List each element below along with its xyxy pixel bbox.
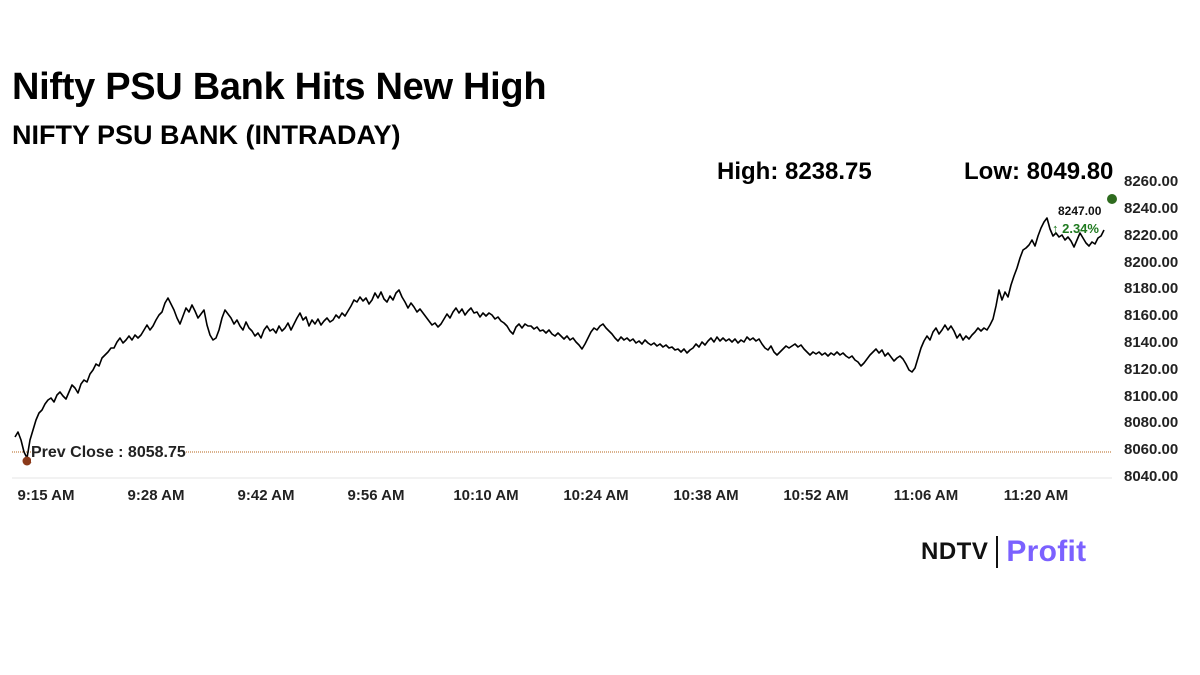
y-tick-label: 8240.00 xyxy=(1124,200,1179,217)
start-marker-dot xyxy=(22,456,32,466)
x-tick-label: 9:15 AM xyxy=(17,487,75,504)
x-tick-label: 9:28 AM xyxy=(127,487,185,504)
x-tick-label: 10:10 AM xyxy=(453,487,519,504)
price-line xyxy=(14,217,1105,459)
y-tick-label: 8220.00 xyxy=(1124,227,1179,244)
x-tick-label: 9:56 AM xyxy=(347,487,405,504)
last-price-dot xyxy=(1107,194,1117,204)
x-tick-label: 9:42 AM xyxy=(237,487,295,504)
brand-profit-text: Profit xyxy=(1006,535,1087,568)
y-tick-label: 8100.00 xyxy=(1124,388,1179,405)
y-tick-label: 8200.00 xyxy=(1124,254,1179,271)
y-tick-label: 8120.00 xyxy=(1124,361,1179,378)
chart-subtitle: NIFTY PSU BANK (INTRADAY) xyxy=(12,120,401,150)
chart-headline: Nifty PSU Bank Hits New High xyxy=(12,66,547,108)
day-high-stat: High: 8238.75 xyxy=(717,158,872,185)
ndtv-profit-logo: NDTV Profit xyxy=(921,534,1086,570)
y-tick-label: 8180.00 xyxy=(1124,280,1179,297)
prev-close-label: Prev Close : 8058.75 xyxy=(31,444,186,462)
y-tick-label: 8060.00 xyxy=(1124,441,1179,458)
y-tick-label: 8260.00 xyxy=(1124,173,1179,190)
x-tick-label: 11:20 AM xyxy=(1003,487,1069,504)
y-tick-label: 8080.00 xyxy=(1124,414,1179,431)
x-tick-label: 10:38 AM xyxy=(673,487,739,504)
y-tick-label: 8040.00 xyxy=(1124,468,1179,485)
brand-ndtv-text: NDTV xyxy=(921,538,989,565)
x-tick-label: 10:52 AM xyxy=(783,487,849,504)
y-tick-label: 8140.00 xyxy=(1124,334,1179,351)
y-tick-label: 8160.00 xyxy=(1124,307,1179,324)
x-tick-label: 10:24 AM xyxy=(563,487,629,504)
last-price-label: 8247.00 xyxy=(1058,204,1102,218)
day-low-stat: Low: 8049.80 xyxy=(964,158,1114,185)
brand-divider xyxy=(996,536,999,568)
percent-change-label: ↑ 2.34% xyxy=(1052,221,1099,236)
x-tick-label: 11:06 AM xyxy=(893,487,959,504)
